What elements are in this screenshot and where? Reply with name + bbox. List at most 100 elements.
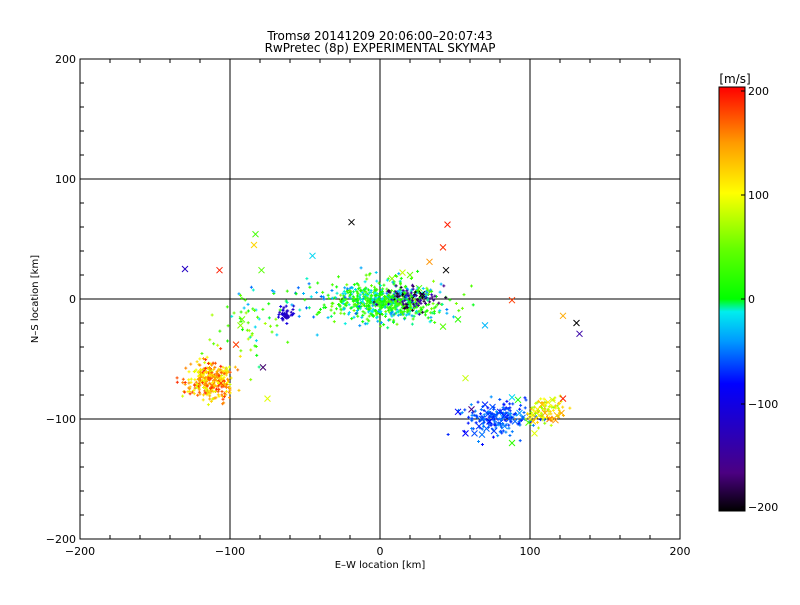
data-point xyxy=(394,284,398,288)
data-point xyxy=(505,399,509,403)
data-point xyxy=(219,364,223,368)
data-point xyxy=(385,301,389,305)
data-point xyxy=(364,290,368,294)
data-point xyxy=(508,434,512,438)
data-point xyxy=(517,421,521,425)
data-point xyxy=(363,295,367,299)
data-point xyxy=(202,373,206,377)
data-point xyxy=(467,415,471,419)
data-point xyxy=(356,299,360,303)
data-point xyxy=(507,423,511,427)
data-point xyxy=(524,398,528,402)
data-point xyxy=(550,404,554,408)
data-point xyxy=(398,279,402,283)
data-point xyxy=(343,286,347,290)
data-point xyxy=(411,302,415,306)
colorbar-tick-label: 200 xyxy=(748,85,769,98)
data-point xyxy=(327,296,331,300)
data-point xyxy=(204,366,208,370)
data-point xyxy=(554,406,558,410)
data-point xyxy=(380,304,384,308)
data-point xyxy=(216,375,220,379)
x-marker xyxy=(481,322,489,329)
data-point xyxy=(432,298,436,302)
data-point xyxy=(232,311,236,315)
data-point xyxy=(349,306,353,310)
data-point xyxy=(508,409,512,413)
data-point xyxy=(427,293,431,297)
data-point xyxy=(473,409,477,413)
data-point xyxy=(417,312,421,316)
data-point xyxy=(407,301,411,305)
data-point xyxy=(220,385,224,389)
data-point xyxy=(410,322,414,326)
data-point xyxy=(480,443,484,447)
x-marker xyxy=(475,422,483,430)
data-point xyxy=(417,309,421,313)
data-point xyxy=(181,377,185,381)
data-point xyxy=(431,302,435,306)
data-point xyxy=(263,321,267,325)
data-point xyxy=(256,315,260,319)
data-point xyxy=(347,312,351,316)
data-point xyxy=(334,307,338,311)
data-point xyxy=(253,308,257,312)
x-marker xyxy=(471,430,478,437)
data-point xyxy=(275,333,279,337)
data-point xyxy=(416,269,420,273)
x-marker xyxy=(415,284,423,292)
data-point xyxy=(432,306,436,310)
data-point xyxy=(446,432,450,436)
data-point xyxy=(500,414,504,418)
data-point xyxy=(501,406,505,410)
data-point xyxy=(404,305,408,309)
x-axis-label: E–W location [km] xyxy=(335,560,426,571)
data-point xyxy=(209,367,213,371)
x-marker xyxy=(264,395,271,402)
data-point xyxy=(339,307,343,311)
data-point xyxy=(199,367,203,371)
data-point xyxy=(249,348,253,352)
data-point xyxy=(209,399,213,403)
data-point xyxy=(367,319,371,323)
data-point xyxy=(420,307,424,311)
data-point xyxy=(364,297,368,301)
x-marker xyxy=(552,416,559,424)
data-point xyxy=(223,368,227,372)
data-point xyxy=(375,292,379,296)
x-marker xyxy=(238,316,246,323)
data-point xyxy=(399,310,403,314)
x-marker xyxy=(208,382,216,389)
data-point xyxy=(192,392,196,396)
data-point xyxy=(222,372,226,376)
data-point xyxy=(426,316,430,320)
data-point xyxy=(200,351,204,355)
data-point xyxy=(491,435,495,439)
data-point xyxy=(382,283,386,287)
data-point xyxy=(222,375,226,379)
data-point xyxy=(558,402,562,406)
data-point xyxy=(523,406,527,410)
data-point xyxy=(246,337,250,341)
data-point xyxy=(435,303,439,307)
data-point xyxy=(400,300,404,304)
data-point xyxy=(396,297,400,301)
data-point xyxy=(504,406,508,410)
data-point xyxy=(249,378,253,382)
data-point xyxy=(352,304,356,308)
data-point xyxy=(242,306,246,310)
data-point xyxy=(462,293,466,297)
data-point xyxy=(217,367,221,371)
data-point xyxy=(394,305,398,309)
data-point xyxy=(367,304,371,308)
data-point xyxy=(385,305,389,309)
data-point xyxy=(536,399,540,403)
data-point xyxy=(219,371,223,375)
data-point xyxy=(215,370,219,374)
data-point xyxy=(373,285,377,289)
data-point xyxy=(568,406,572,410)
data-point xyxy=(224,389,228,393)
data-point xyxy=(246,309,250,313)
colorbar-gradient xyxy=(719,87,745,511)
data-point xyxy=(225,366,229,370)
